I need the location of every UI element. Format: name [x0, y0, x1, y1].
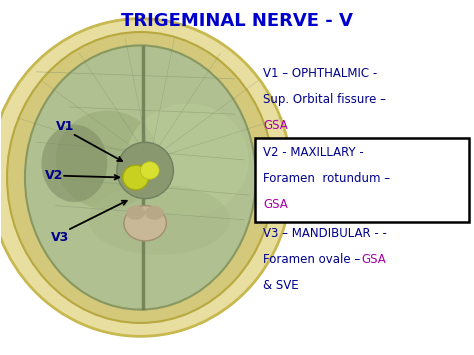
Text: V3: V3	[51, 231, 69, 244]
Ellipse shape	[55, 110, 159, 209]
Ellipse shape	[7, 32, 274, 323]
Ellipse shape	[145, 206, 164, 220]
Ellipse shape	[124, 206, 166, 241]
Ellipse shape	[41, 125, 108, 202]
Ellipse shape	[25, 45, 256, 310]
FancyBboxPatch shape	[255, 138, 469, 222]
Text: V2 - MAXILLARY -: V2 - MAXILLARY -	[263, 146, 364, 159]
Ellipse shape	[117, 142, 173, 199]
Text: V2: V2	[45, 169, 63, 182]
Text: V1: V1	[55, 120, 74, 133]
Ellipse shape	[140, 162, 159, 179]
Text: & SVE: & SVE	[263, 279, 299, 292]
Ellipse shape	[0, 19, 292, 336]
Ellipse shape	[126, 206, 145, 220]
Text: GSA: GSA	[362, 253, 387, 266]
Ellipse shape	[89, 185, 230, 255]
Text: Foramen  rotundum –: Foramen rotundum –	[263, 172, 390, 185]
Text: V3 – MANDIBULAR - -: V3 – MANDIBULAR - -	[263, 227, 387, 240]
Ellipse shape	[123, 165, 149, 190]
Text: TRIGEMINAL NERVE - V: TRIGEMINAL NERVE - V	[121, 12, 353, 30]
Text: GSA: GSA	[263, 119, 288, 131]
Ellipse shape	[126, 104, 249, 216]
Text: V1 – OPHTHALMIC -: V1 – OPHTHALMIC -	[263, 67, 377, 80]
Text: GSA: GSA	[263, 198, 288, 211]
Text: Foramen ovale –: Foramen ovale –	[263, 253, 364, 266]
Text: Sup. Orbital fissure –: Sup. Orbital fissure –	[263, 93, 386, 106]
